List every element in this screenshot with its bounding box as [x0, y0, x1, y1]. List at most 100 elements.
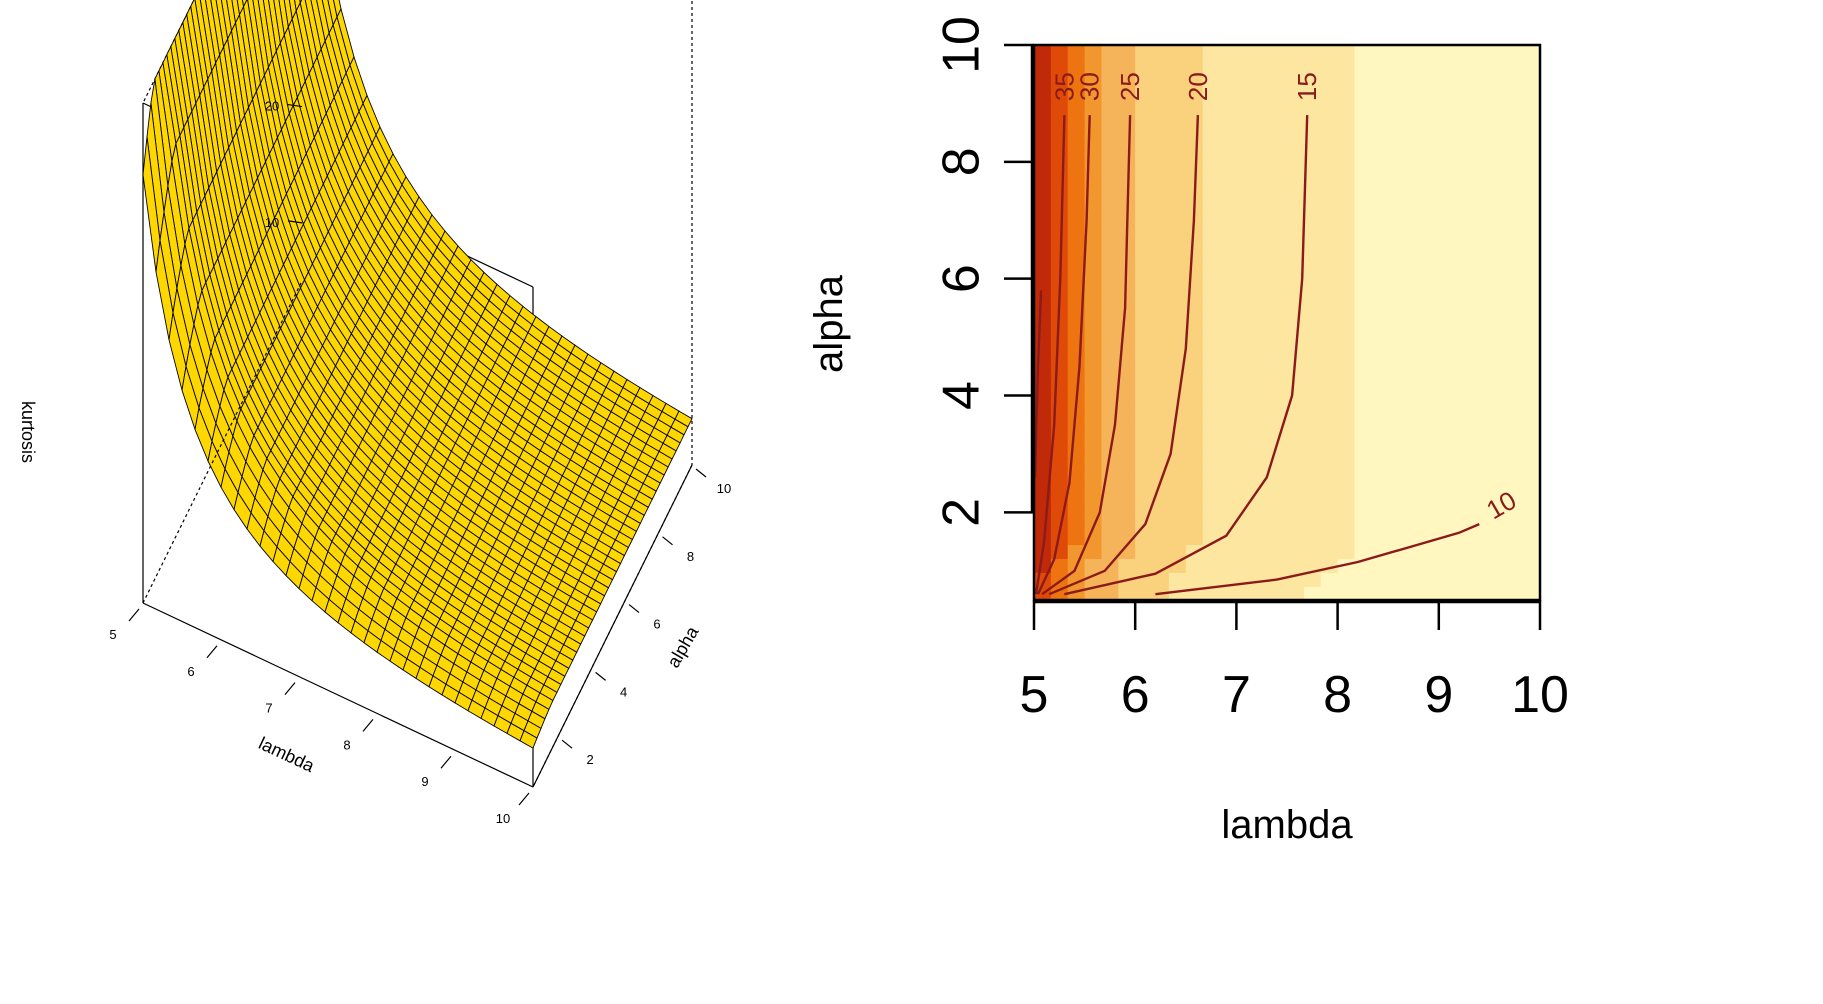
contour-image-cell	[1050, 211, 1069, 226]
contour-image-cell	[1489, 391, 1507, 407]
contour-image-cell	[1455, 169, 1474, 185]
contour-image-cell	[1371, 336, 1389, 351]
contour-image-cell	[1337, 267, 1356, 282]
contour-image-cell	[1303, 45, 1322, 60]
contour-image-cell	[1270, 489, 1288, 504]
contour-image-cell	[1303, 572, 1322, 587]
contour-image-cell	[1185, 530, 1204, 546]
contour-image-cell	[1421, 350, 1440, 365]
contour-image-cell	[1236, 128, 1254, 143]
contour-image-cell	[1303, 72, 1322, 88]
contour-image-cell	[1084, 558, 1103, 573]
contour-image-cell	[1253, 322, 1271, 337]
contour-image-cell	[1472, 461, 1490, 476]
contour-image-cell	[1152, 239, 1170, 254]
contour-image-cell	[1270, 45, 1288, 60]
contour-image-cell	[1405, 433, 1423, 448]
contour-image-cell	[1236, 114, 1254, 129]
contour-image-cell	[1320, 253, 1339, 268]
contour-image-cell	[1506, 197, 1524, 213]
contour-image-cell	[1405, 197, 1423, 213]
contour-image-cell	[1219, 114, 1237, 129]
contour-image-cell	[1287, 211, 1305, 226]
contour-image-cell	[1253, 211, 1271, 226]
contour-image-cell	[1337, 156, 1356, 171]
contour-image-cell	[1354, 586, 1372, 601]
contour-image-cell	[1388, 128, 1406, 143]
contour-image-cell	[1337, 364, 1356, 379]
contour-image-cell	[1421, 572, 1440, 587]
contour-image-cell	[1354, 114, 1372, 129]
contour-image-cell	[1388, 253, 1406, 268]
contour-image-cell	[1202, 58, 1221, 74]
contour-image-cell	[1253, 142, 1271, 157]
contour-image-cell	[1253, 502, 1271, 518]
contour-image-cell	[1371, 530, 1389, 546]
contour-image-cell	[1185, 239, 1204, 254]
persp-alpha-tick	[695, 468, 707, 478]
contour-image-cell	[1101, 364, 1119, 379]
contour-image-cell	[1152, 156, 1170, 171]
contour-image-cell	[1489, 142, 1507, 157]
contour-image-cell	[1523, 350, 1541, 365]
contour-image-cell	[1320, 433, 1339, 448]
contour-image-cell	[1185, 378, 1204, 393]
contour-image-cell	[1152, 391, 1170, 407]
contour-image-cell	[1388, 336, 1406, 351]
contour-image-cell	[1135, 239, 1153, 254]
contour-image-cell	[1034, 156, 1052, 171]
contour-image-cell	[1118, 475, 1136, 490]
contour-image-cell	[1354, 156, 1372, 171]
contour-image-cell	[1421, 100, 1440, 115]
contour-image-cell	[1135, 142, 1153, 157]
contour-image-cell	[1523, 156, 1541, 171]
contour-image-cell	[1388, 322, 1406, 337]
contour-image-cell	[1152, 336, 1170, 351]
contour-image-cell	[1371, 253, 1389, 268]
contour-image-cell	[1506, 336, 1524, 351]
contour-image-cell	[1506, 502, 1524, 518]
contour-image-cell	[1489, 86, 1507, 102]
contour-image-cell	[1236, 336, 1254, 351]
contour-image-cell	[1270, 156, 1288, 171]
contour-image-cell	[1084, 502, 1103, 518]
contour-image-cell	[1303, 100, 1322, 115]
contour-image-cell	[1219, 280, 1237, 296]
contour-image-cell	[1168, 461, 1187, 476]
contour-image-cell	[1034, 183, 1052, 199]
contour-image-cell	[1388, 156, 1406, 171]
contour-image-cell	[1185, 45, 1204, 60]
contour-image-cell	[1236, 350, 1254, 365]
contour-image-cell	[1152, 114, 1170, 129]
contour-image-cell	[1405, 516, 1423, 532]
contour-image-cell	[1354, 86, 1372, 102]
contour-image-cell	[1287, 586, 1305, 601]
contour-image-cell	[1050, 45, 1069, 60]
contour-image-cell	[1438, 72, 1457, 88]
contour-image-cell	[1388, 419, 1406, 435]
contour-image-cell	[1523, 197, 1541, 213]
contour-image-cell	[1118, 45, 1136, 60]
contour-image-cell	[1219, 489, 1237, 504]
contour-image-cell	[1303, 308, 1322, 324]
contour-image-cell	[1287, 86, 1305, 102]
contour-image-cell	[1236, 142, 1254, 157]
contour-image-cell	[1489, 128, 1507, 143]
contour-image-cell	[1455, 114, 1474, 129]
contour-image-cell	[1152, 183, 1170, 199]
persp-lambda-tick-label: 5	[109, 627, 116, 642]
contour-image-cell	[1236, 433, 1254, 448]
contour-image-cell	[1219, 433, 1237, 448]
contour-image-cell	[1034, 72, 1052, 88]
contour-image-cell	[1405, 391, 1423, 407]
contour-image-cell	[1354, 502, 1372, 518]
contour-image-cell	[1034, 114, 1052, 129]
contour-image-cell	[1050, 447, 1069, 462]
contour-image-cell	[1489, 156, 1507, 171]
contour-image-cell	[1421, 502, 1440, 518]
contour-image-cell	[1303, 156, 1322, 171]
contour-image-cell	[1135, 419, 1153, 435]
